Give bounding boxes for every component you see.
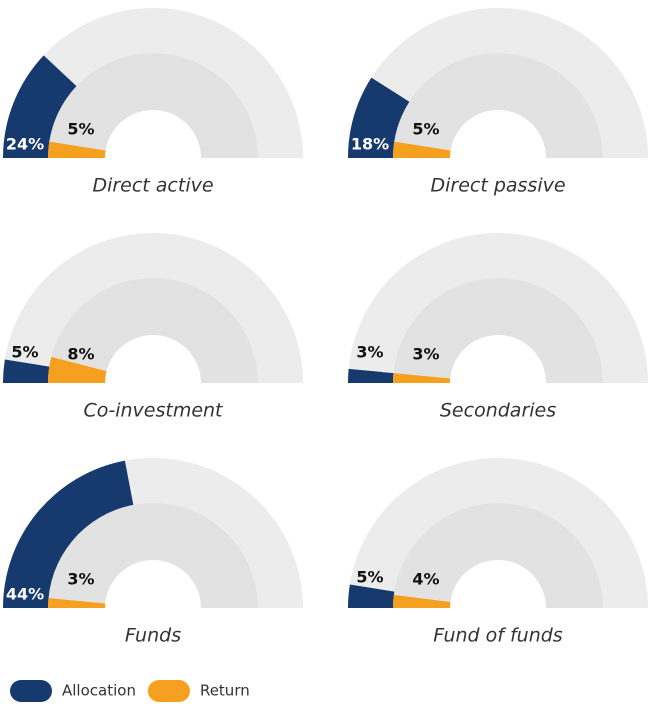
allocation-arc [3, 359, 50, 383]
category-label: Direct passive [430, 175, 565, 197]
category-label: Secondaries [440, 400, 556, 422]
outer-track [3, 233, 303, 383]
outer-track [348, 458, 648, 608]
legend-label: Return [200, 682, 250, 700]
return-label: 5% [67, 120, 94, 139]
allocation-arc [348, 77, 410, 158]
return-label: 4% [412, 570, 439, 589]
allocation-label: 18% [351, 135, 389, 154]
legend-swatch [147, 680, 190, 702]
return-label: 3% [412, 345, 439, 364]
return-arc [48, 598, 106, 608]
allocation-label: 3% [356, 343, 383, 362]
return-label: 8% [67, 345, 94, 364]
inner-track [48, 53, 258, 158]
legend-label: Allocation [62, 682, 136, 700]
category-label: Fund of funds [433, 625, 563, 647]
return-arc [393, 373, 451, 383]
inner-track [48, 503, 258, 608]
allocation-arc [3, 460, 134, 608]
allocation-label: 24% [6, 135, 44, 154]
allocation-label: 5% [356, 568, 383, 587]
allocation-arc [3, 55, 77, 159]
outer-track [3, 8, 303, 158]
return-label: 3% [67, 570, 94, 589]
category-label: Co-investment [83, 400, 224, 422]
return-arc [393, 594, 451, 608]
allocation-label: 44% [6, 585, 44, 604]
return-label: 5% [412, 120, 439, 139]
return-arc [393, 141, 451, 158]
allocation-arc [348, 584, 395, 608]
allocation-arc [348, 368, 394, 383]
allocation-label: 5% [11, 343, 38, 362]
outer-track [348, 233, 648, 383]
inner-track [393, 503, 603, 608]
category-label: Funds [125, 625, 181, 647]
outer-track [348, 8, 648, 158]
return-arc [48, 141, 106, 158]
inner-track [48, 278, 258, 383]
inner-track [393, 278, 603, 383]
return-arc [48, 356, 107, 383]
inner-track [393, 53, 603, 158]
category-label: Direct active [92, 175, 213, 197]
legend-swatch [10, 680, 52, 702]
